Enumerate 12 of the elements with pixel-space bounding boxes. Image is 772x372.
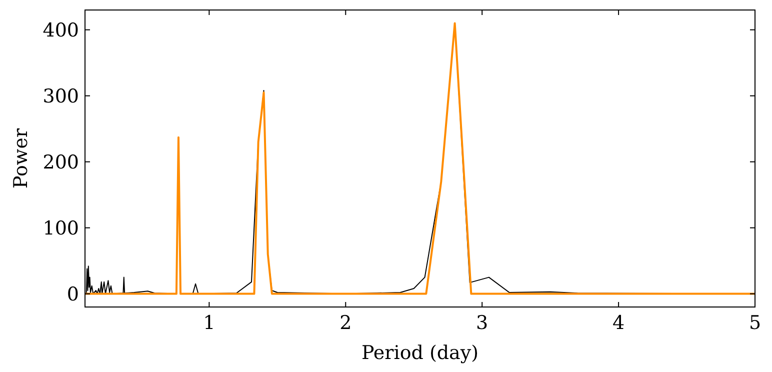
- x-tick-label: 2: [340, 312, 352, 334]
- x-tick-label: 5: [748, 312, 762, 334]
- x-tick-label: 4: [612, 312, 625, 334]
- y-tick-label: 100: [42, 217, 79, 240]
- y-tick-label: 200: [42, 151, 79, 174]
- y-tick-label: 400: [42, 19, 79, 42]
- x-tick-label: 3: [476, 312, 488, 334]
- y-tick-label: 300: [42, 85, 79, 108]
- x-tick-label: 1: [203, 312, 216, 334]
- y-axis-title: Power: [10, 128, 32, 189]
- x-axis-title: Period (day): [361, 342, 479, 364]
- y-tick-label: 0: [66, 283, 79, 306]
